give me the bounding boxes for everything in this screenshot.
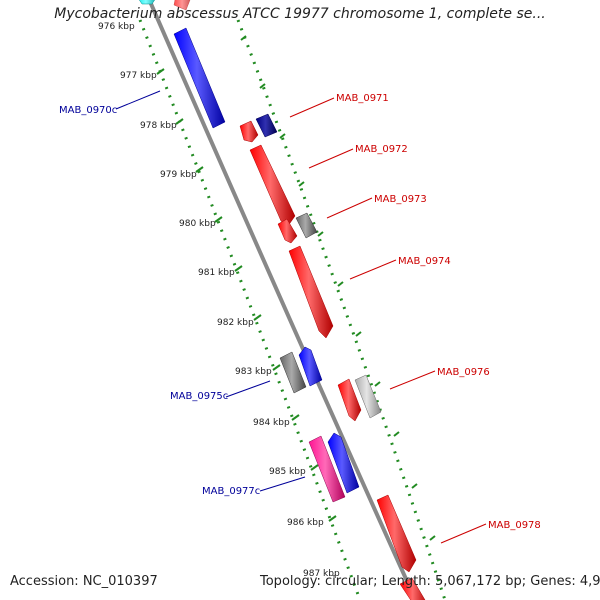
gene-grey-983[interactable] <box>279 351 307 394</box>
gene-MAB_0977c[interactable] <box>327 432 360 494</box>
gene-MAB_0971[interactable] <box>255 113 278 138</box>
tick-label-980: 980 kbp <box>179 219 216 229</box>
gene-label-MAB_0977c[interactable]: MAB_0977c <box>202 486 260 497</box>
gene-label-MAB_0973[interactable]: MAB_0973 <box>374 194 427 205</box>
tick-label-976: 976 kbp <box>98 22 135 32</box>
gene-MAB_0975c[interactable] <box>298 346 323 387</box>
tick-label-981: 981 kbp <box>198 268 235 278</box>
gene-label-MAB_0975c[interactable]: MAB_0975c <box>170 391 228 402</box>
forward-major-ticks <box>240 35 436 541</box>
tick-label-983: 983 kbp <box>235 367 272 377</box>
gene-MAB_0973[interactable] <box>295 212 318 239</box>
tick-label-984: 984 kbp <box>253 418 290 428</box>
gene-red-small[interactable] <box>277 218 298 244</box>
gene-cyan-top[interactable] <box>136 0 158 5</box>
gene-label-MAB_0972[interactable]: MAB_0972 <box>355 144 408 155</box>
tick-label-985: 985 kbp <box>269 467 306 477</box>
gene-red-bottom[interactable] <box>399 577 428 600</box>
map-title: Mycobacterium abscessus ATCC 19977 chrom… <box>54 6 546 22</box>
tick-label-977: 977 kbp <box>120 71 157 81</box>
gene-MAB_0978[interactable] <box>376 494 417 573</box>
gene-label-MAB_0978[interactable]: MAB_0978 <box>488 520 541 531</box>
gene-label-MAB_0974[interactable]: MAB_0974 <box>398 256 451 267</box>
gene-label-MAB_0970c[interactable]: MAB_0970c <box>59 105 117 116</box>
kbp-tick-labels: 976 kbp 977 kbp 978 kbp 979 kbp 980 kbp … <box>98 22 340 579</box>
accession-text: Accession: NC_010397 <box>10 574 158 589</box>
gene-red-top[interactable] <box>173 0 192 11</box>
gene-MAB_0974[interactable] <box>288 245 334 339</box>
tick-label-987: 987 kbp <box>303 569 340 579</box>
gene-MAB_0971-red[interactable] <box>239 120 259 143</box>
forward-tick-track <box>236 19 447 600</box>
gene-MAB_0970c[interactable] <box>173 27 226 129</box>
gene-label-MAB_0971[interactable]: MAB_0971 <box>336 93 389 104</box>
gene-features <box>136 0 428 600</box>
gene-MAB_0972[interactable] <box>249 144 296 227</box>
backbone-line <box>147 0 418 600</box>
gene-label-leaders <box>115 90 487 544</box>
tick-label-979: 979 kbp <box>160 170 197 180</box>
tick-label-978: 978 kbp <box>140 121 177 131</box>
gene-label-MAB_0976[interactable]: MAB_0976 <box>437 367 490 378</box>
gene-labels: MAB_0970c MAB_0971 MAB_0972 MAB_0973 MAB… <box>59 93 541 531</box>
tick-label-986: 986 kbp <box>287 518 324 528</box>
gene-MAB_0976[interactable] <box>354 374 382 419</box>
genome-summary-text: Topology: circular; Length: 5,067,172 bp… <box>260 574 600 589</box>
reverse-major-ticks <box>156 68 337 522</box>
tick-label-982: 982 kbp <box>217 318 254 328</box>
gene-magenta-985[interactable] <box>308 435 346 503</box>
gene-red-976[interactable] <box>337 378 362 422</box>
reverse-tick-track <box>138 19 362 600</box>
